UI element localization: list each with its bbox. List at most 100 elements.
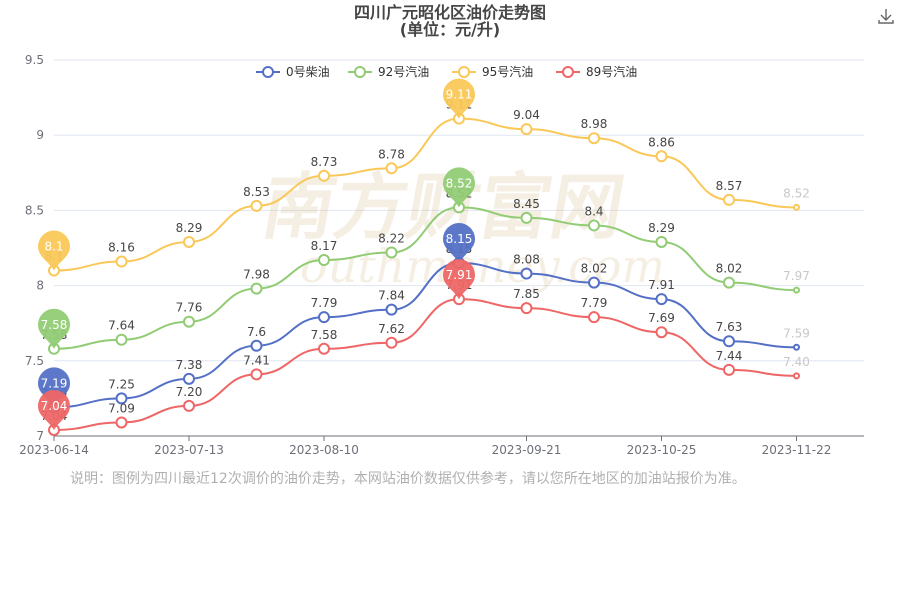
data-point[interactable] xyxy=(655,235,668,248)
data-label: 8.29 xyxy=(648,221,675,235)
legend-label: 89号汽油 xyxy=(586,64,637,79)
data-point[interactable] xyxy=(318,169,330,182)
y-tick-label: 9 xyxy=(36,128,44,142)
data-label: 7.59 xyxy=(783,326,810,340)
data-point[interactable] xyxy=(385,303,398,316)
max-marker-label: 7.91 xyxy=(446,268,473,282)
data-label: 8.02 xyxy=(581,262,608,276)
legend-item-0[interactable]: 0号柴油 xyxy=(256,65,330,79)
data-label: 7.79 xyxy=(581,296,608,310)
data-point[interactable] xyxy=(793,372,800,380)
legend-marker-icon xyxy=(354,66,366,78)
data-point[interactable] xyxy=(115,333,128,346)
data-point[interactable] xyxy=(385,162,398,175)
chart-title-main: 四川广元昭化区油价走势图 xyxy=(353,3,546,22)
data-point[interactable] xyxy=(588,276,600,289)
data-label: 7.69 xyxy=(648,311,675,325)
legend-item-1[interactable]: 92号汽油 xyxy=(348,64,429,79)
x-tick-label: 2023-09-21 xyxy=(492,443,562,457)
x-tick-label: 2023-06-14 xyxy=(19,443,89,457)
data-point[interactable] xyxy=(115,255,128,268)
data-label: 7.40 xyxy=(783,355,810,369)
data-point[interactable] xyxy=(250,282,263,295)
series-line-0 xyxy=(53,262,797,409)
data-point[interactable] xyxy=(318,342,330,355)
data-label: 7.97 xyxy=(783,269,810,283)
data-point[interactable] xyxy=(588,219,600,232)
data-point[interactable] xyxy=(250,339,263,352)
data-point[interactable] xyxy=(655,293,668,306)
data-point[interactable] xyxy=(520,211,533,224)
min-marker-label: 8.1 xyxy=(44,240,63,254)
data-point[interactable] xyxy=(588,132,600,145)
data-point[interactable] xyxy=(793,203,800,211)
x-tick-label: 2023-07-13 xyxy=(154,443,224,457)
data-label: 7.41 xyxy=(243,353,270,367)
legend-label: 0号柴油 xyxy=(286,65,330,79)
data-label: 8.17 xyxy=(311,239,338,253)
data-label: 8.86 xyxy=(648,135,675,149)
data-point[interactable] xyxy=(520,302,533,315)
data-point[interactable] xyxy=(183,372,195,385)
x-tick-label: 2023-10-25 xyxy=(627,443,697,457)
data-label: 7.98 xyxy=(243,268,270,282)
min-marker-pin xyxy=(38,389,70,430)
y-tick-label: 8.5 xyxy=(25,203,44,217)
max-marker-label: 8.52 xyxy=(446,176,473,190)
chart-title: 四川广元昭化区油价走势图 (单位：元/升) xyxy=(0,4,900,38)
legend-item-3[interactable]: 89号汽油 xyxy=(556,64,637,79)
data-point[interactable] xyxy=(723,363,735,376)
data-point[interactable] xyxy=(723,193,735,206)
data-label: 7.85 xyxy=(513,287,540,301)
legend-item-2[interactable]: 95号汽油 xyxy=(452,64,533,79)
data-point[interactable] xyxy=(655,326,668,339)
data-point[interactable] xyxy=(723,276,735,289)
data-label: 7.84 xyxy=(378,289,405,303)
data-label: 7.09 xyxy=(108,401,135,415)
max-marker-pin xyxy=(443,78,475,119)
data-point[interactable] xyxy=(250,199,263,212)
data-label: 7.6 xyxy=(247,325,266,339)
data-label: 7.64 xyxy=(108,319,135,333)
data-point[interactable] xyxy=(793,286,800,294)
max-marker-pin xyxy=(443,167,475,208)
data-point[interactable] xyxy=(520,267,533,280)
data-point[interactable] xyxy=(723,335,735,348)
data-point[interactable] xyxy=(250,368,263,381)
data-label: 7.58 xyxy=(311,328,338,342)
legend-marker-icon xyxy=(562,66,574,78)
min-marker-label: 7.04 xyxy=(41,399,68,413)
legend-marker-icon xyxy=(458,66,470,78)
data-point[interactable] xyxy=(655,150,668,163)
data-point[interactable] xyxy=(793,343,800,351)
max-marker-label: 9.11 xyxy=(446,88,473,102)
legend-label: 95号汽油 xyxy=(482,64,533,79)
data-point[interactable] xyxy=(183,235,195,248)
y-tick-label: 7.5 xyxy=(25,354,44,368)
data-label: 8.08 xyxy=(513,253,540,267)
data-label: 8.02 xyxy=(716,262,743,276)
data-point[interactable] xyxy=(588,311,600,324)
y-tick-label: 9.5 xyxy=(25,53,44,67)
data-point[interactable] xyxy=(183,399,195,412)
data-point[interactable] xyxy=(115,416,128,429)
data-label: 7.63 xyxy=(716,320,743,334)
footnote: 说明：图例为四川最近12次调价的油价走势，本网站油价数据仅供参考，请以您所在地区… xyxy=(70,471,746,487)
data-point[interactable] xyxy=(318,254,330,267)
data-point[interactable] xyxy=(520,123,533,136)
series-line-3 xyxy=(53,298,797,431)
data-point[interactable] xyxy=(183,315,195,328)
data-label: 8.4 xyxy=(584,204,603,218)
data-label: 8.52 xyxy=(783,186,810,200)
data-point[interactable] xyxy=(318,311,330,324)
data-label: 8.53 xyxy=(243,185,270,199)
legend-marker-icon xyxy=(262,66,274,78)
data-point[interactable] xyxy=(385,246,398,259)
data-label: 9.04 xyxy=(513,108,540,122)
data-point[interactable] xyxy=(385,336,398,349)
y-tick-label: 7 xyxy=(36,429,44,443)
x-tick-label: 2023-11-22 xyxy=(762,443,832,457)
data-point[interactable] xyxy=(115,392,128,405)
download-icon[interactable] xyxy=(876,6,896,26)
